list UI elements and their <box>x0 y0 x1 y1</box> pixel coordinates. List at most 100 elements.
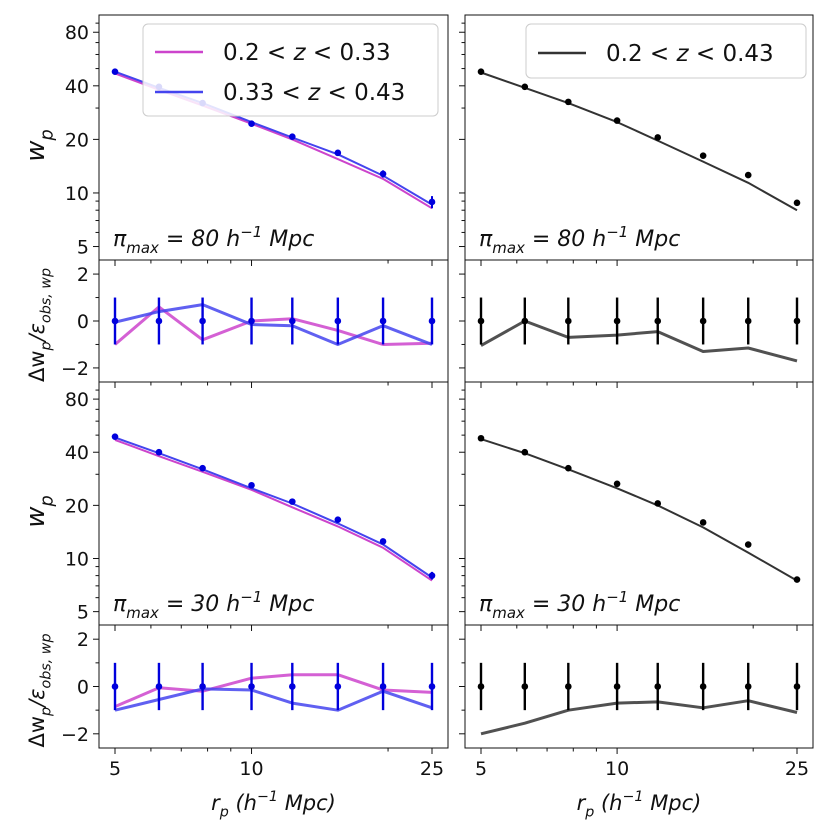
series-line-wp-pi30-combined-0 <box>480 438 798 582</box>
point-wp-pi80-split-4 <box>288 133 296 141</box>
point-wp-pi80-split-3 <box>248 120 255 128</box>
xtick-label-col0-0: 5 <box>109 758 121 780</box>
series-line-res-pi30-combined-0 <box>480 699 798 736</box>
ylabel-res-bottom-part-4: p <box>39 633 55 643</box>
xtick-label-col0-2: 25 <box>420 758 444 780</box>
ytick-label-res-pi30-split-0: −2 <box>61 724 89 746</box>
annotation-wp-pi30-combined: πmax = 30 h−1 Mpc <box>479 588 680 622</box>
point-res-pi30-split-2 <box>199 683 206 690</box>
xlabel-col1-part-4: Mpc) <box>644 791 702 815</box>
point-wp-pi80-combined-1 <box>521 83 529 91</box>
panel-wp-pi80-combined: πmax = 80 h−1 Mpc <box>459 14 814 266</box>
annotation-wp-pi80-split-part-2: = 80 h <box>159 227 240 252</box>
panel-res-pi80-split: −2 0 2 <box>61 259 449 388</box>
point-res-pi80-split-2 <box>199 317 206 325</box>
point-wp-pi30-split-7 <box>428 572 436 579</box>
point-res-pi80-combined-1 <box>521 317 529 325</box>
point-res-pi80-combined-3 <box>613 317 621 325</box>
annotation-wp-pi80-split-part-0: π <box>113 227 127 252</box>
ylabel-wp-top-part-0: w <box>21 140 51 162</box>
point-wp-pi30-combined-3 <box>613 480 621 488</box>
xlabel-col0-part-1: p <box>219 805 229 821</box>
legend-left-label-0-part-1: z <box>292 40 306 66</box>
point-res-pi30-split-0 <box>111 683 119 690</box>
point-res-pi30-split-6 <box>379 683 387 690</box>
xtick-label-col1-1: 10 <box>605 758 629 780</box>
ytick-label-wp-pi30-split-1: 10 <box>65 549 89 571</box>
point-wp-pi30-combined-0 <box>477 434 485 442</box>
frame-wp-pi30-combined <box>464 381 814 626</box>
xlabel-col1-part-1: p <box>584 805 594 821</box>
point-wp-pi30-combined-2 <box>565 464 572 472</box>
point-wp-pi80-split-7 <box>428 198 436 206</box>
point-res-pi80-combined-4 <box>654 317 662 325</box>
point-wp-pi80-split-5 <box>334 149 342 157</box>
point-wp-pi80-combined-7 <box>793 199 801 207</box>
point-wp-pi30-combined-1 <box>521 448 529 456</box>
ylabel-res-top-part-2: /ε <box>25 323 49 343</box>
plot-area-res-pi80-combined <box>477 297 801 363</box>
point-res-pi30-combined-7 <box>793 683 801 690</box>
point-res-pi30-split-1 <box>155 683 163 690</box>
point-wp-pi30-split-3 <box>248 481 255 489</box>
frame-res-pi30-combined <box>464 624 814 749</box>
point-wp-pi80-split-6 <box>379 170 387 178</box>
point-wp-pi30-split-0 <box>111 433 119 440</box>
panel-wp-pi30-split: 5 10 20 40 80 πmax = 30 h−1 Mpc <box>65 381 449 631</box>
legend-left-label-1-part-1: z <box>307 80 321 106</box>
series-line-res-pi80-split-1 <box>114 303 433 346</box>
frame-res-pi80-combined <box>464 259 814 383</box>
ylabel-res-bottom: Δwp/εobs, wp <box>25 633 55 747</box>
ytick-label-wp-pi30-split-2: 20 <box>65 495 89 517</box>
point-res-pi80-split-6 <box>379 317 387 325</box>
point-res-pi80-combined-0 <box>477 317 485 325</box>
frame-wp-pi30-split <box>98 381 449 626</box>
legend-left-label-1-part-0: 0.33 < <box>223 80 308 106</box>
annotation-wp-pi30-split-part-2: = 30 h <box>159 592 240 617</box>
ytick-label-wp-pi80-split-1: 10 <box>65 183 89 205</box>
point-res-pi30-split-3 <box>248 683 255 690</box>
point-res-pi80-split-7 <box>428 317 436 325</box>
ytick-label-wp-pi30-split-0: 5 <box>77 602 89 624</box>
annotation-wp-pi30-combined-part-1: max <box>492 604 525 622</box>
plot-area-res-pi80-split <box>111 297 436 346</box>
ylabel-res-bottom-group: Δwp/εobs, wp <box>25 633 55 747</box>
ytick-label-wp-pi80-split-2: 20 <box>65 129 89 151</box>
xtick-label-col1-2: 25 <box>785 758 809 780</box>
panel-res-pi30-combined <box>459 624 814 754</box>
point-res-pi80-combined-2 <box>565 317 572 325</box>
ylabel-wp-bottom-group: wp <box>21 495 57 527</box>
point-wp-pi30-split-4 <box>288 498 296 505</box>
annotation-wp-pi30-split-part-4: Mpc <box>262 592 314 617</box>
ylabel-wp-bottom-part-0: w <box>21 506 51 528</box>
series-line-res-pi30-split-1 <box>114 687 433 712</box>
point-res-pi80-split-5 <box>334 317 342 325</box>
legend-right-label-0-part-2: < 0.43 <box>689 41 774 67</box>
legend-right-label-0: 0.2 < z < 0.43 <box>606 41 774 67</box>
annotation-wp-pi80-split-part-4: Mpc <box>262 227 314 252</box>
point-wp-pi80-combined-0 <box>477 68 485 76</box>
ylabel-res-top-part-1: p <box>39 341 55 351</box>
annotation-wp-pi30-combined-part-2: = 30 h <box>525 592 606 617</box>
annotation-wp-pi30-split-part-1: max <box>126 604 159 622</box>
ylabel-res-top-part-3: obs, w <box>39 277 55 323</box>
point-res-pi30-combined-1 <box>521 683 529 690</box>
annotation-wp-pi80-combined: πmax = 80 h−1 Mpc <box>479 223 680 257</box>
legend-left-label-1-part-2: < 0.43 <box>320 80 405 106</box>
ytick-label-res-pi80-split-0: −2 <box>61 358 89 380</box>
ytick-label-wp-pi80-split-0: 5 <box>77 237 89 259</box>
point-res-pi30-combined-3 <box>613 683 621 690</box>
point-wp-pi30-split-2 <box>199 464 206 472</box>
point-res-pi80-split-4 <box>288 317 296 325</box>
ylabel-res-top-part-4: p <box>39 268 55 278</box>
annotation-wp-pi80-split-part-1: max <box>126 239 159 257</box>
point-res-pi80-combined-7 <box>793 317 801 325</box>
point-res-pi30-combined-4 <box>654 683 662 690</box>
ytick-label-wp-pi30-split-4: 80 <box>65 389 89 411</box>
xlabel-col1-part-3: −1 <box>622 789 643 805</box>
legend-left-label-1: 0.33 < z < 0.43 <box>223 80 405 106</box>
xlabel-col0-part-2: (h <box>229 791 257 815</box>
